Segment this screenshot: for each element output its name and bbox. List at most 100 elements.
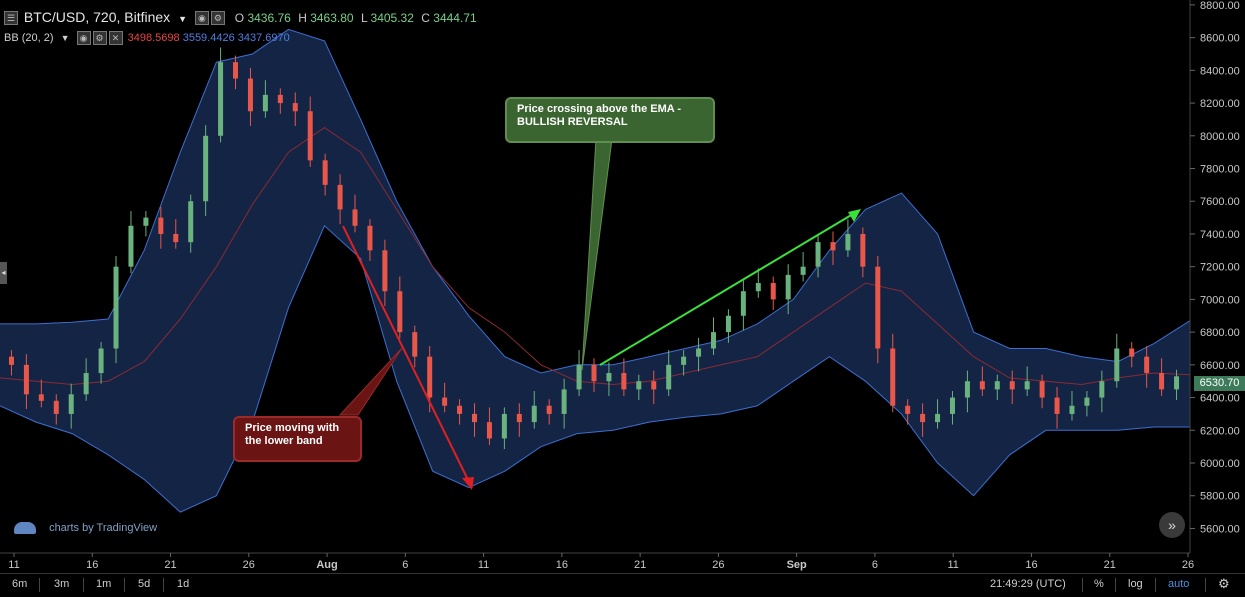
candles	[8, 47, 1180, 450]
panel-handle[interactable]: ◂	[0, 262, 7, 284]
gear-icon[interactable]: ⚙	[210, 11, 225, 26]
candle	[83, 358, 89, 401]
bullish-reversal-note[interactable]: Price crossing above the EMA - BULLISH R…	[505, 97, 715, 143]
candle-body	[815, 242, 821, 267]
candle	[501, 407, 507, 450]
candle	[1174, 369, 1180, 401]
candle-body	[1084, 397, 1090, 406]
chart-header: ☰ BTC/USD, 720, Bitfinex ▼ ◉ ⚙ O 3436.76 …	[4, 9, 477, 26]
candle	[740, 280, 746, 331]
scroll-to-realtime-button[interactable]: »	[1159, 512, 1185, 538]
price-tick-label: 8200.00	[1200, 98, 1240, 110]
candle-body	[800, 266, 806, 275]
time-tick-label: 16	[556, 559, 568, 571]
range-5d[interactable]: 5d	[138, 578, 151, 590]
high-label: H	[298, 11, 307, 25]
chevron-down-icon[interactable]: ▼	[60, 32, 70, 43]
candle-body	[696, 348, 702, 357]
candle-body	[397, 291, 403, 333]
candle-body	[621, 373, 627, 390]
log-toggle[interactable]: log	[1128, 578, 1143, 590]
candle-body	[830, 242, 836, 251]
candle-body	[860, 233, 866, 267]
candle	[337, 174, 343, 225]
candle-body	[8, 356, 14, 365]
price-tick-label: 5800.00	[1200, 491, 1240, 503]
range-1m[interactable]: 1m	[96, 578, 112, 590]
candle	[1114, 333, 1120, 388]
eye-icon[interactable]: ◉	[194, 11, 209, 26]
candle	[1129, 341, 1135, 368]
candle-body	[920, 413, 926, 423]
candle	[979, 366, 985, 396]
price-tick-label: 5600.00	[1200, 523, 1240, 535]
time-tick-label: Sep	[787, 559, 807, 571]
low-label: L	[360, 11, 368, 25]
candle	[845, 219, 851, 257]
candle	[696, 337, 702, 372]
gear-icon[interactable]: ⚙	[1218, 576, 1230, 591]
indicator-name[interactable]: BB (20, 2)	[4, 31, 54, 44]
candle	[651, 370, 657, 405]
close-icon[interactable]: ✕	[108, 31, 123, 45]
tradingview-branding[interactable]: charts by TradingView	[14, 522, 157, 535]
candle	[949, 391, 955, 425]
time-tick-label: 21	[634, 559, 646, 571]
time-tick-label: 16	[1025, 559, 1037, 571]
candle	[1144, 346, 1150, 388]
symbol-title[interactable]: BTC/USD, 720, Bitfinex	[23, 9, 171, 25]
candle	[247, 67, 253, 126]
bottom-toolbar: 6m 3m 1m 5d 1d 21:49:29 (UTC) % log auto…	[0, 573, 1245, 597]
lower-band-note[interactable]: Price moving with the lower band	[233, 416, 362, 462]
range-3m[interactable]: 3m	[54, 578, 70, 590]
candle	[681, 350, 687, 376]
candle	[382, 239, 388, 306]
close-label: C	[421, 11, 430, 25]
candle-body	[606, 373, 612, 382]
time-tick-label: 26	[712, 559, 724, 571]
price-tick-label: 7600.00	[1200, 196, 1240, 208]
candle-body	[1159, 373, 1165, 390]
candle-body	[188, 201, 194, 243]
candle	[576, 350, 582, 396]
candle	[770, 276, 776, 311]
candle	[292, 92, 298, 126]
time-tick-label: 11	[947, 559, 958, 571]
time-tick-label: 11	[478, 559, 489, 571]
auto-toggle[interactable]: auto	[1168, 578, 1190, 590]
candle	[875, 256, 881, 364]
price-axis[interactable]: 8800.00 8600.00 8400.00 8200.00 8000.00 7800.…	[1189, 0, 1245, 553]
time-axis[interactable]: 11 16 21 26 Aug 6 11 16 21 26 Sep 6 11 16 21 26	[0, 552, 1194, 571]
candle-body	[472, 413, 478, 423]
collapse-icon[interactable]: ☰	[4, 11, 18, 26]
candle	[860, 227, 866, 278]
candle-body	[994, 381, 1000, 390]
range-1d[interactable]: 1d	[177, 578, 190, 590]
bearish-callout-pointer	[338, 347, 403, 416]
candle-body	[755, 283, 761, 292]
downtrend-arrow	[342, 225, 473, 489]
candle	[143, 211, 149, 237]
price-tick-label: 6600.00	[1200, 360, 1240, 372]
candle	[531, 391, 537, 429]
candle	[785, 264, 791, 315]
chevron-down-icon[interactable]: ▼	[178, 14, 187, 24]
candle-body	[247, 78, 253, 112]
candle	[621, 358, 627, 396]
gear-icon[interactable]: ⚙	[92, 31, 107, 45]
range-6m[interactable]: 6m	[12, 578, 28, 590]
eye-icon[interactable]: ◉	[76, 31, 91, 45]
candle	[964, 370, 970, 413]
candle-body	[233, 62, 239, 79]
candle-body	[1069, 405, 1075, 414]
time-tick-label: 26	[1182, 559, 1194, 571]
downtrend-arrow-head	[462, 477, 474, 490]
candle	[352, 194, 358, 233]
percent-toggle[interactable]: %	[1094, 578, 1104, 590]
candle-body	[173, 233, 179, 243]
candle	[710, 317, 716, 356]
candle-body	[591, 364, 597, 382]
candle-body	[427, 356, 433, 398]
candle-body	[277, 94, 283, 104]
